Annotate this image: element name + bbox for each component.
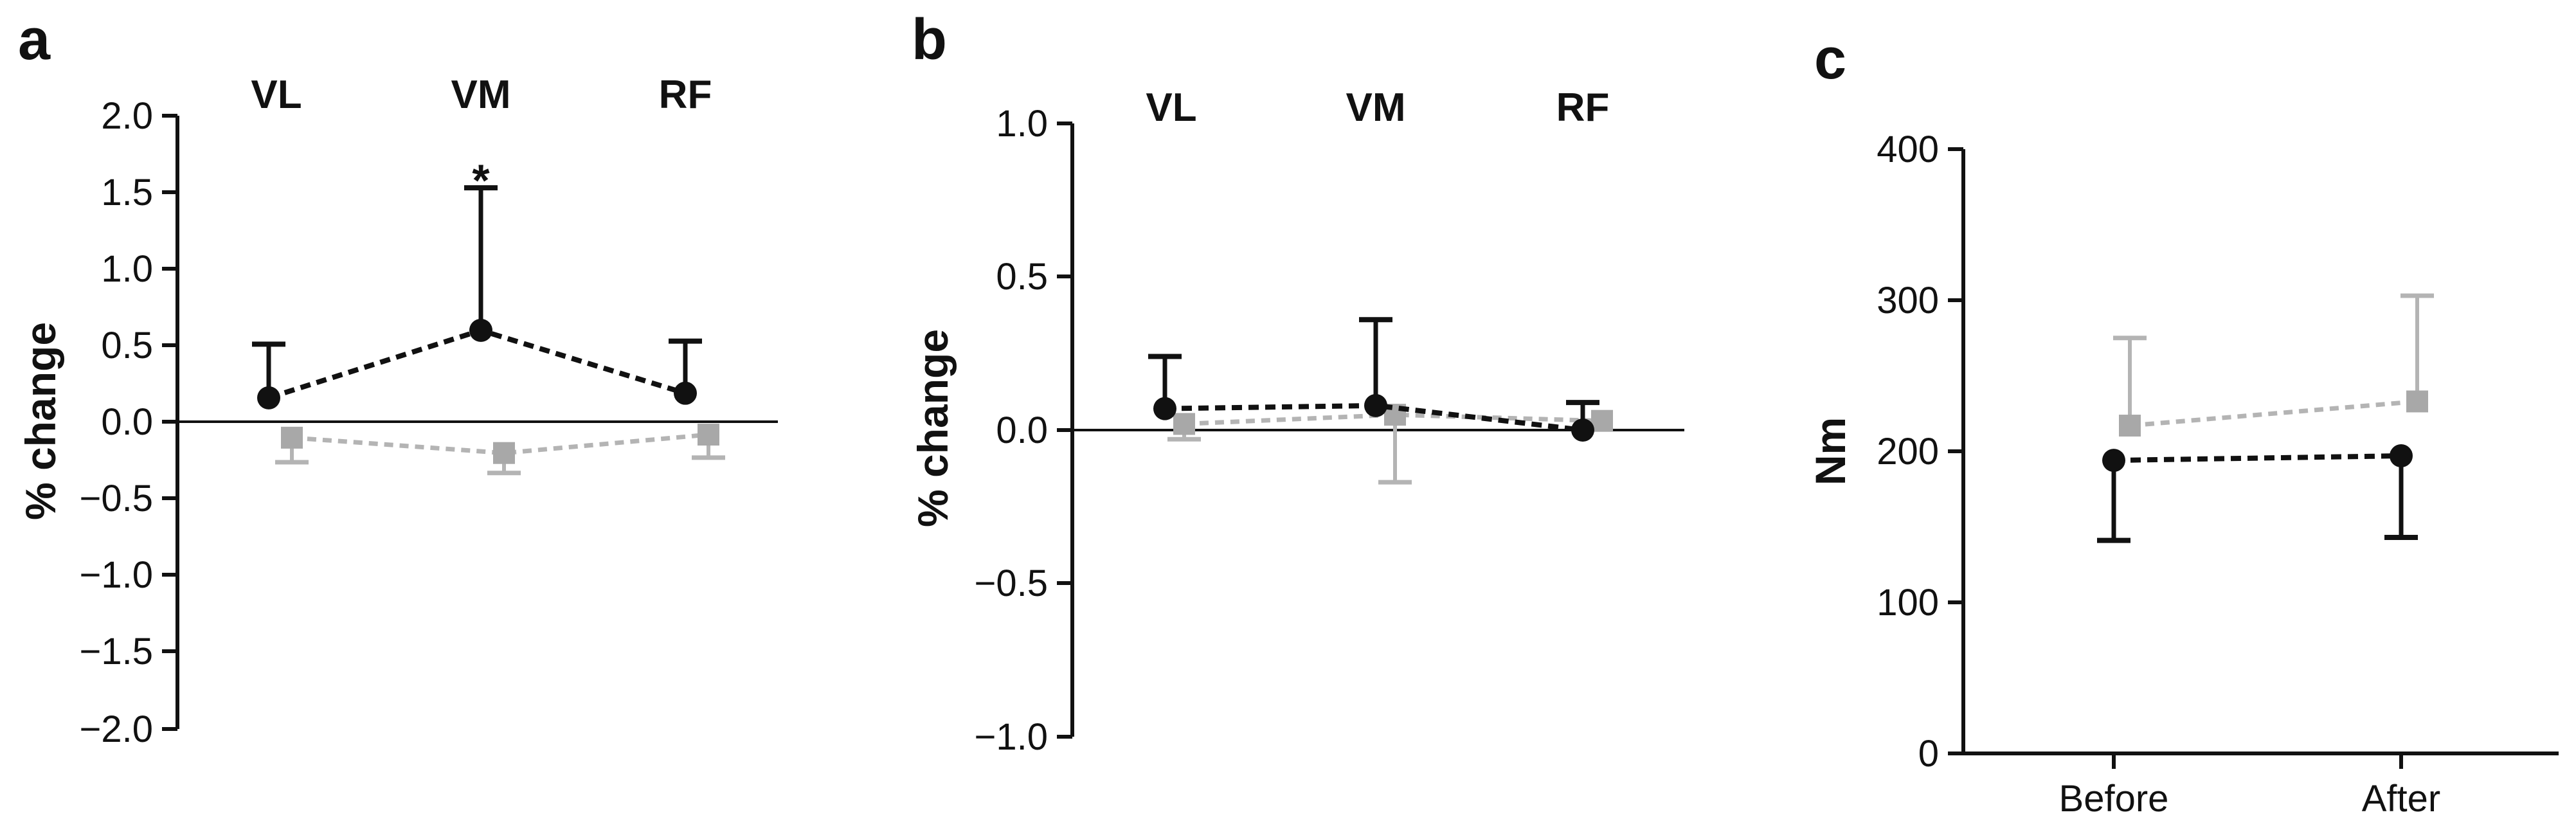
y-tick-label: −0.5: [80, 478, 154, 519]
y-ticks: 2.0 1.5 1.0 0.5 0.0 −0.5 −1.0 −1.5 −2.0: [80, 95, 177, 750]
data-point: [493, 442, 515, 464]
series-gray: [2113, 293, 2434, 437]
significance-annotation: *: [472, 156, 490, 206]
data-point: [1591, 410, 1613, 432]
error-bar: [464, 185, 498, 330]
data-point: [1364, 393, 1387, 417]
y-tick-label: 400: [1877, 129, 1939, 170]
category-label-vl: VL: [251, 73, 302, 117]
y-tick-label: 0.5: [101, 325, 153, 366]
series-line: [2113, 453, 2402, 464]
y-tick-label: −2.0: [80, 708, 154, 750]
panel-a: a VL VM RF % change 2.0 1.5 1.0 0.5 0.0 …: [17, 8, 778, 750]
category-label-vm: VM: [451, 73, 511, 117]
y-ticks: 400 300 200 100 0: [1877, 129, 1963, 775]
category-label-vm: VM: [1346, 86, 1406, 130]
error-bar: [2097, 460, 2130, 543]
series-black: [252, 185, 702, 410]
data-point: [1571, 419, 1594, 442]
plot-area: [2097, 293, 2434, 543]
error-bar: [2384, 456, 2418, 540]
series-black: [1148, 317, 1599, 442]
panel-letter-b: b: [912, 8, 947, 72]
series-gray: [1167, 404, 1613, 485]
error-bar: [1359, 317, 1392, 406]
error-bar: [2400, 293, 2434, 402]
series-gray: [275, 424, 725, 476]
x-tick-label-after: After: [2362, 778, 2441, 820]
category-label-rf: RF: [1556, 86, 1610, 130]
x-tick-label-before: Before: [2059, 778, 2169, 820]
y-axis-label: Nm: [1806, 417, 1854, 485]
y-tick-label: 1.5: [101, 172, 153, 213]
plot-area: *: [252, 156, 725, 476]
data-point: [469, 318, 492, 342]
panel-letter-a: a: [18, 8, 51, 72]
y-tick-label: −1.0: [80, 554, 154, 596]
y-tick-label: 2.0: [101, 95, 153, 137]
y-tick-label: −1.0: [975, 716, 1049, 758]
data-point: [674, 381, 697, 405]
plot-area: [1148, 317, 1613, 485]
y-tick-label: −0.5: [975, 562, 1049, 604]
y-tick-label: 1.0: [101, 248, 153, 290]
series-line: [1164, 402, 1583, 433]
x-ticks: Before After: [2059, 753, 2441, 820]
y-tick-label: 100: [1877, 582, 1939, 624]
error-bar: [1378, 415, 1412, 485]
data-point: [698, 424, 719, 446]
y-ticks: 1.0 0.5 0.0 −0.5 −1.0: [975, 103, 1072, 758]
y-tick-label: 0.0: [996, 410, 1048, 451]
y-tick-label: 300: [1877, 280, 1939, 321]
y-tick-label: 0.5: [996, 256, 1048, 298]
data-point: [2390, 444, 2413, 468]
data-point: [2102, 449, 2125, 473]
category-label-vl: VL: [1146, 86, 1196, 130]
panel-letter-c: c: [1814, 27, 1846, 91]
data-point: [257, 386, 280, 410]
series-line: [2129, 399, 2418, 428]
panel-b: b VL VM RF % change 1.0 0.5 0.0 −0.5 −1.…: [909, 8, 1684, 758]
data-point: [281, 426, 303, 449]
y-tick-label: 0: [1918, 733, 1939, 775]
y-tick-label: 200: [1877, 431, 1939, 473]
error-bar: [2113, 336, 2147, 426]
y-tick-label: −1.5: [80, 631, 154, 672]
series-line: [1184, 412, 1603, 426]
y-tick-label: 1.0: [996, 103, 1048, 145]
category-label-rf: RF: [659, 73, 712, 117]
data-point: [2406, 390, 2428, 413]
y-axis-label: % change: [909, 329, 957, 527]
series-black: [2097, 444, 2418, 543]
data-point: [1153, 397, 1176, 420]
y-tick-label: 0.0: [101, 401, 153, 443]
panel-c: c Nm 400 300 200 100 0 Before After: [1806, 27, 2559, 820]
y-axis-label: % change: [17, 322, 64, 520]
data-point: [1173, 413, 1195, 435]
data-point: [2119, 415, 2141, 437]
